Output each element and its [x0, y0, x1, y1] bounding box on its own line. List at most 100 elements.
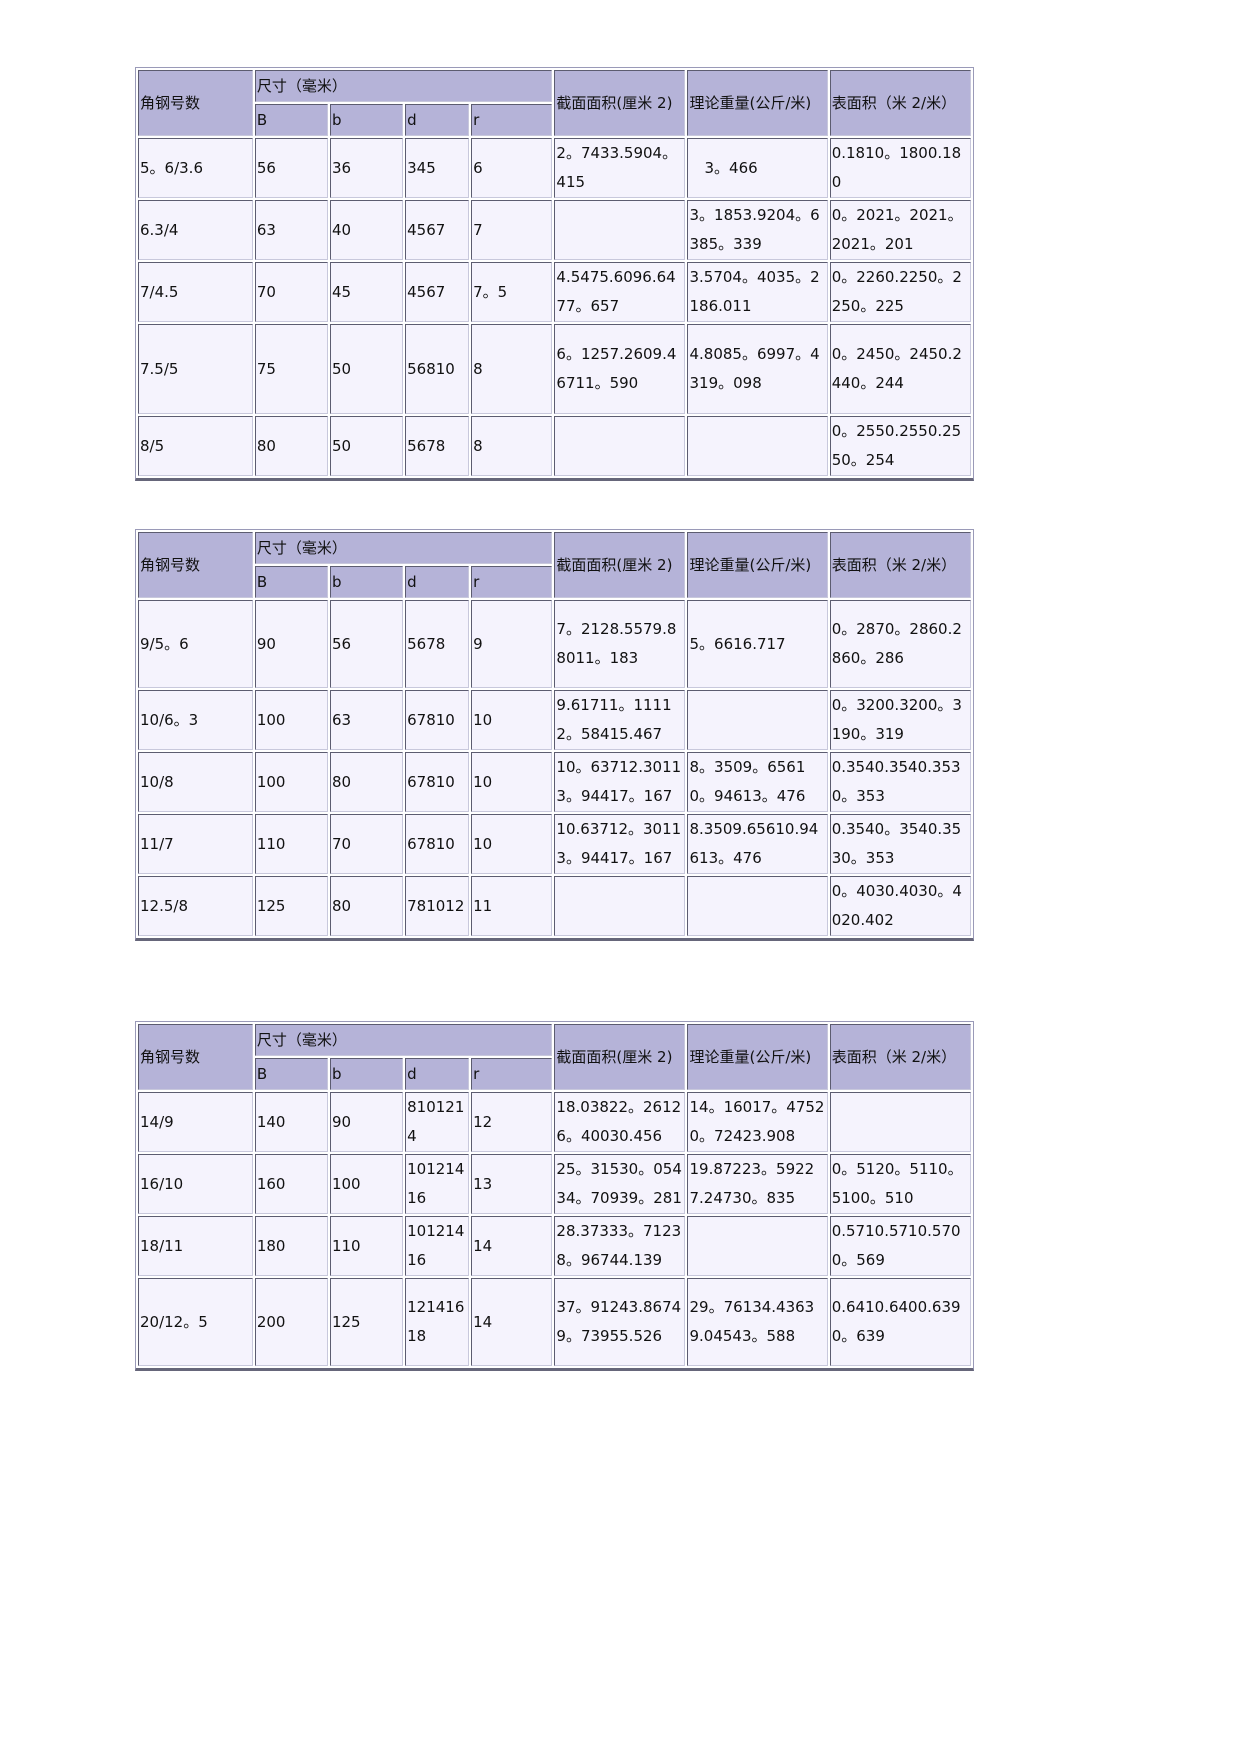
table-row: 9/5。6 90 56 5678 9 7。2128.5579.88011。183 5。661… — [138, 600, 971, 688]
table-cell: 3.5704。4035。2186.011 — [687, 262, 828, 322]
table-row: 10/6。3 100 63 67810 10 9.61711。11112。58415.46… — [138, 690, 971, 750]
header-size-B: B — [254, 104, 328, 136]
table-cell: 10/8 — [138, 752, 253, 812]
table-cell: 16/10 — [138, 1154, 253, 1214]
table-cell: 5678 — [405, 416, 470, 476]
table-cell: 36 — [329, 138, 404, 198]
table-cell: 18.03822。26126。40030.456 — [554, 1092, 686, 1152]
table-cell: 14/9 — [138, 1092, 253, 1152]
table-cell: 110 — [254, 814, 328, 874]
table-cell: 20/12。5 — [138, 1278, 253, 1366]
table-row: 18/11 180 110 10121416 14 28.37333。71238。9674… — [138, 1216, 971, 1276]
table-row: 7.5/5 75 50 56810 8 6。1257.2609.46711。590 4.80… — [138, 324, 971, 414]
table-row: 14/9 140 90 8101214 12 18.03822。26126。40030.4… — [138, 1092, 971, 1152]
table-cell: 10 — [471, 814, 553, 874]
table-cell — [687, 416, 828, 476]
table-cell: 8 — [471, 416, 553, 476]
table-cell: 6 — [471, 138, 553, 198]
header-size-r: r — [471, 104, 553, 136]
header-row: 角钢号数 尺寸（毫米） 截面面积(厘米 2) 理论重量(公斤/米) 表面积（米 2/米） — [138, 532, 971, 598]
table-cell: 14。16017。47520。72423.908 — [687, 1092, 828, 1152]
table-cell — [829, 1092, 971, 1152]
table-cell: 0.3540.3540.3530。353 — [829, 752, 971, 812]
table-row: 20/12。5 200 125 12141618 14 37。91243.86749。73… — [138, 1278, 971, 1366]
header-section-area: 截面面积(厘米 2) — [554, 532, 686, 598]
table-cell — [554, 416, 686, 476]
table-cell: 25。31530。05434。70939。281 — [554, 1154, 686, 1214]
table-cell: 10.63712。30113。94417。167 — [554, 814, 686, 874]
angle-steel-table-3: 角钢号数 尺寸（毫米） 截面面积(厘米 2) 理论重量(公斤/米) 表面积（米 2/米）… — [135, 1021, 974, 1371]
header-row: 角钢号数 尺寸（毫米） 截面面积(厘米 2) 理论重量(公斤/米) 表面积（米 2/米） — [138, 70, 971, 136]
table-cell: 0。2450。2450.2440。244 — [829, 324, 971, 414]
header-size-b: b — [329, 1058, 404, 1090]
header-size-r: r — [471, 1058, 553, 1090]
header-size-group: 尺寸（毫米） — [254, 1024, 553, 1056]
table-cell: 100 — [254, 752, 328, 812]
table-cell: 10121416 — [405, 1154, 470, 1214]
header-size-group: 尺寸（毫米） — [254, 70, 553, 102]
table-cell: 10121416 — [405, 1216, 470, 1276]
table-cell: 4.8085。6997。4319。098 — [687, 324, 828, 414]
table-cell: 0。2870。2860.2860。286 — [829, 600, 971, 688]
table-cell: 67810 — [405, 690, 470, 750]
table-cell: 0。4030.4030。4020.402 — [829, 876, 971, 936]
table-row: 16/10 160 100 10121416 13 25。31530。05434。7093… — [138, 1154, 971, 1214]
table-cell: 50 — [329, 324, 404, 414]
table-cell: 45 — [329, 262, 404, 322]
header-surface-area: 表面积（米 2/米） — [829, 1024, 971, 1090]
table-cell: 80 — [329, 876, 404, 936]
header-angle-number: 角钢号数 — [138, 532, 253, 598]
header-section-area: 截面面积(厘米 2) — [554, 1024, 686, 1090]
table-cell: 90 — [329, 1092, 404, 1152]
table-cell: 8。3509。65610。94613。476 — [687, 752, 828, 812]
table-cell: 8/5 — [138, 416, 253, 476]
table-row: 11/7 110 70 67810 10 10.63712。30113。94417。167… — [138, 814, 971, 874]
table-cell: 12141618 — [405, 1278, 470, 1366]
table-cell: 7 — [471, 200, 553, 260]
header-section-area: 截面面积(厘米 2) — [554, 70, 686, 136]
table-cell: 0.1810。1800.180 — [829, 138, 971, 198]
table-cell: 345 — [405, 138, 470, 198]
header-size-B: B — [254, 1058, 328, 1090]
table-cell: 10。63712.30113。94417。167 — [554, 752, 686, 812]
table-cell: 14 — [471, 1278, 553, 1366]
header-size-r: r — [471, 566, 553, 598]
table-cell: 110 — [329, 1216, 404, 1276]
table-cell: 18/11 — [138, 1216, 253, 1276]
table-cell: 63 — [254, 200, 328, 260]
table-cell: 9.61711。11112。58415.467 — [554, 690, 686, 750]
table-cell: 8 — [471, 324, 553, 414]
header-size-b: b — [329, 566, 404, 598]
table-cell: 56810 — [405, 324, 470, 414]
table-cell: 63 — [329, 690, 404, 750]
table-cell: 2。7433.5904。415 — [554, 138, 686, 198]
table-cell: 100 — [254, 690, 328, 750]
table-cell: 9 — [471, 600, 553, 688]
table-cell: 0。2021。2021。2021。201 — [829, 200, 971, 260]
header-size-d: d — [405, 1058, 470, 1090]
table-cell: 0。2550.2550.2550。254 — [829, 416, 971, 476]
header-size-d: d — [405, 566, 470, 598]
header-theoretical-weight: 理论重量(公斤/米) — [687, 532, 828, 598]
table-cell — [687, 1216, 828, 1276]
angle-steel-table-2: 角钢号数 尺寸（毫米） 截面面积(厘米 2) 理论重量(公斤/米) 表面积（米 2/米）… — [135, 529, 974, 941]
table-cell: 4567 — [405, 200, 470, 260]
table-cell: 9/5。6 — [138, 600, 253, 688]
header-surface-area: 表面积（米 2/米） — [829, 70, 971, 136]
table-cell: 3。466 — [687, 138, 828, 198]
table-cell: 5。6/3.6 — [138, 138, 253, 198]
table-cell: 29。76134.43639.04543。588 — [687, 1278, 828, 1366]
table-cell: 28.37333。71238。96744.139 — [554, 1216, 686, 1276]
table-cell: 8101214 — [405, 1092, 470, 1152]
header-size-B: B — [254, 566, 328, 598]
table-cell: 6.3/4 — [138, 200, 253, 260]
table-cell: 200 — [254, 1278, 328, 1366]
table-cell — [687, 690, 828, 750]
table-cell: 12.5/8 — [138, 876, 253, 936]
table-cell: 10/6。3 — [138, 690, 253, 750]
table-cell: 7/4.5 — [138, 262, 253, 322]
table-cell: 37。91243.86749。73955.526 — [554, 1278, 686, 1366]
table-row: 6.3/4 63 40 4567 7 3。1853.9204。6385。339 0。2021… — [138, 200, 971, 260]
